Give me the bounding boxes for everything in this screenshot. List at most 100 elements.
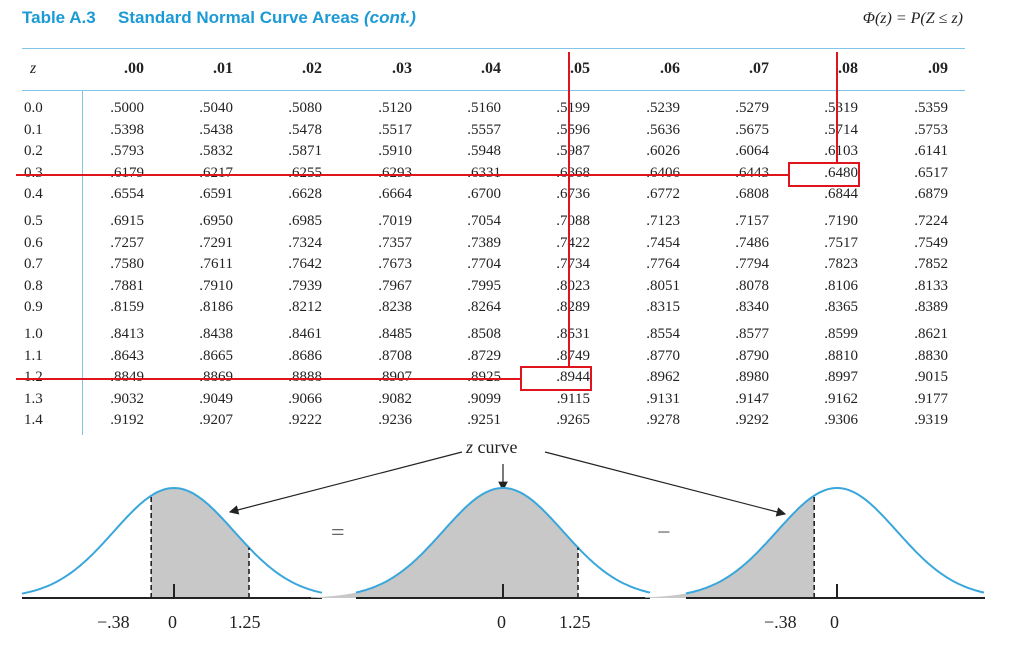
table-cell: .8078 [735,277,769,294]
table-cell: .9177 [914,390,948,407]
table-cell: .8962 [646,369,680,386]
table-cell: .6950 [199,213,233,229]
table-cell: .8340 [735,299,769,316]
table-cell: .8888 [288,369,322,386]
table-cell: .7580 [110,256,144,273]
arrow-to-panel-1 [228,451,463,515]
header-rule [22,90,965,91]
table-cell: .8643 [110,347,144,364]
highlight-box [788,161,860,187]
table-cell: .8413 [110,326,144,342]
table-cell: .7881 [110,277,144,294]
table-cell: .6255 [288,164,322,181]
table-cell: .8531 [556,326,590,342]
table-cell: .7224 [914,213,948,229]
row-lookup-line [16,173,788,176]
table-cell: .5160 [467,100,501,116]
table-cell: .9265 [556,412,590,429]
table-cell: .6664 [378,186,412,203]
table-cell: .6443 [735,164,769,181]
column-header: .02 [302,60,322,77]
table-cell: .9099 [467,390,501,407]
z-curve-label-z: z [466,437,474,457]
row-z-value: 1.3 [24,390,43,407]
table-cell: .6480 [824,164,858,181]
table-cell: .8289 [556,299,590,316]
table-cell: .6026 [646,143,680,160]
table-cell: .9278 [646,412,680,429]
table-cell: .8264 [467,299,501,316]
table-cell: .5871 [288,143,322,160]
table-label: Table A.3 [22,8,96,27]
table-cell: .8749 [556,347,590,364]
top-rule [22,48,965,49]
table-cell: .8621 [914,326,948,342]
table-cell: .5279 [735,100,769,116]
table-cell: .7549 [914,234,948,251]
panel1-label-neg038: −.38 [97,612,130,632]
table-cell: .8554 [646,326,680,342]
table-cell: .7611 [199,256,233,273]
table-cell: .9292 [735,412,769,429]
shaded-area [151,488,249,598]
table-cell: .7910 [199,277,233,294]
row-z-value: 0.6 [24,234,43,251]
panel-left-area [21,486,323,599]
table-cell: .5910 [378,143,412,160]
table-cell: .7734 [556,256,590,273]
column-header: .03 [392,60,412,77]
table-cell: .8729 [467,347,501,364]
title-bar: Table A.3 Standard Normal Curve Areas (c… [0,0,1013,44]
table-cell: .8577 [735,326,769,342]
panel1-label-0: 0 [168,612,177,632]
table-cell: .8238 [378,299,412,316]
normal-curves-diagram: = − [21,451,985,599]
column-header: .04 [481,60,501,77]
table-cell: .6700 [467,186,501,203]
table-cell: .5987 [556,143,590,160]
table-cell: .7517 [824,234,858,251]
table-cell: .6406 [646,164,680,181]
table-cell: .7995 [467,277,501,294]
table-cell: .8869 [199,369,233,386]
normal-curve [685,487,985,595]
table-cell: .8365 [824,299,858,316]
table-cell: .6331 [467,164,501,181]
table-cell: .7704 [467,256,501,273]
table-cell: .8686 [288,347,322,364]
table-cell: .5714 [824,121,858,138]
table-cell: .5793 [110,143,144,160]
table-cell: .7324 [288,234,322,251]
table-cell: .6628 [288,186,322,203]
table-cell: .6736 [556,186,590,203]
table-cell: .8212 [288,299,322,316]
table-cell: .9131 [646,390,680,407]
table-cell: .8665 [199,347,233,364]
z-curve-label: z curve [466,437,518,458]
table-cell: .5199 [556,100,590,116]
column-header: .07 [749,60,769,77]
table-cell: .7123 [646,213,680,229]
table-cell: .7019 [378,213,412,229]
table-cell: .5753 [914,121,948,138]
table-cell: .7939 [288,277,322,294]
panel3-label-0: 0 [830,612,839,632]
table-cell: .8106 [824,277,858,294]
table-cell: .5120 [378,100,412,116]
table-cell: .6103 [824,143,858,160]
table-cell: .9115 [556,390,590,407]
table-cell: .5359 [914,100,948,116]
row-z-value: 1.0 [24,326,43,342]
table-cell: .6554 [110,186,144,203]
table-cell: .5675 [735,121,769,138]
table-cell: .6517 [914,164,948,181]
row-z-value: 1.2 [24,369,43,386]
table-cell: .6915 [110,213,144,229]
table-cell: .6591 [199,186,233,203]
table-cell: .8438 [199,326,233,342]
table-cell: .9147 [735,390,769,407]
table-cell: .6879 [914,186,948,203]
table-cell: .8849 [110,369,144,386]
table-cell: .9251 [467,412,501,429]
table-cell: .5517 [378,121,412,138]
